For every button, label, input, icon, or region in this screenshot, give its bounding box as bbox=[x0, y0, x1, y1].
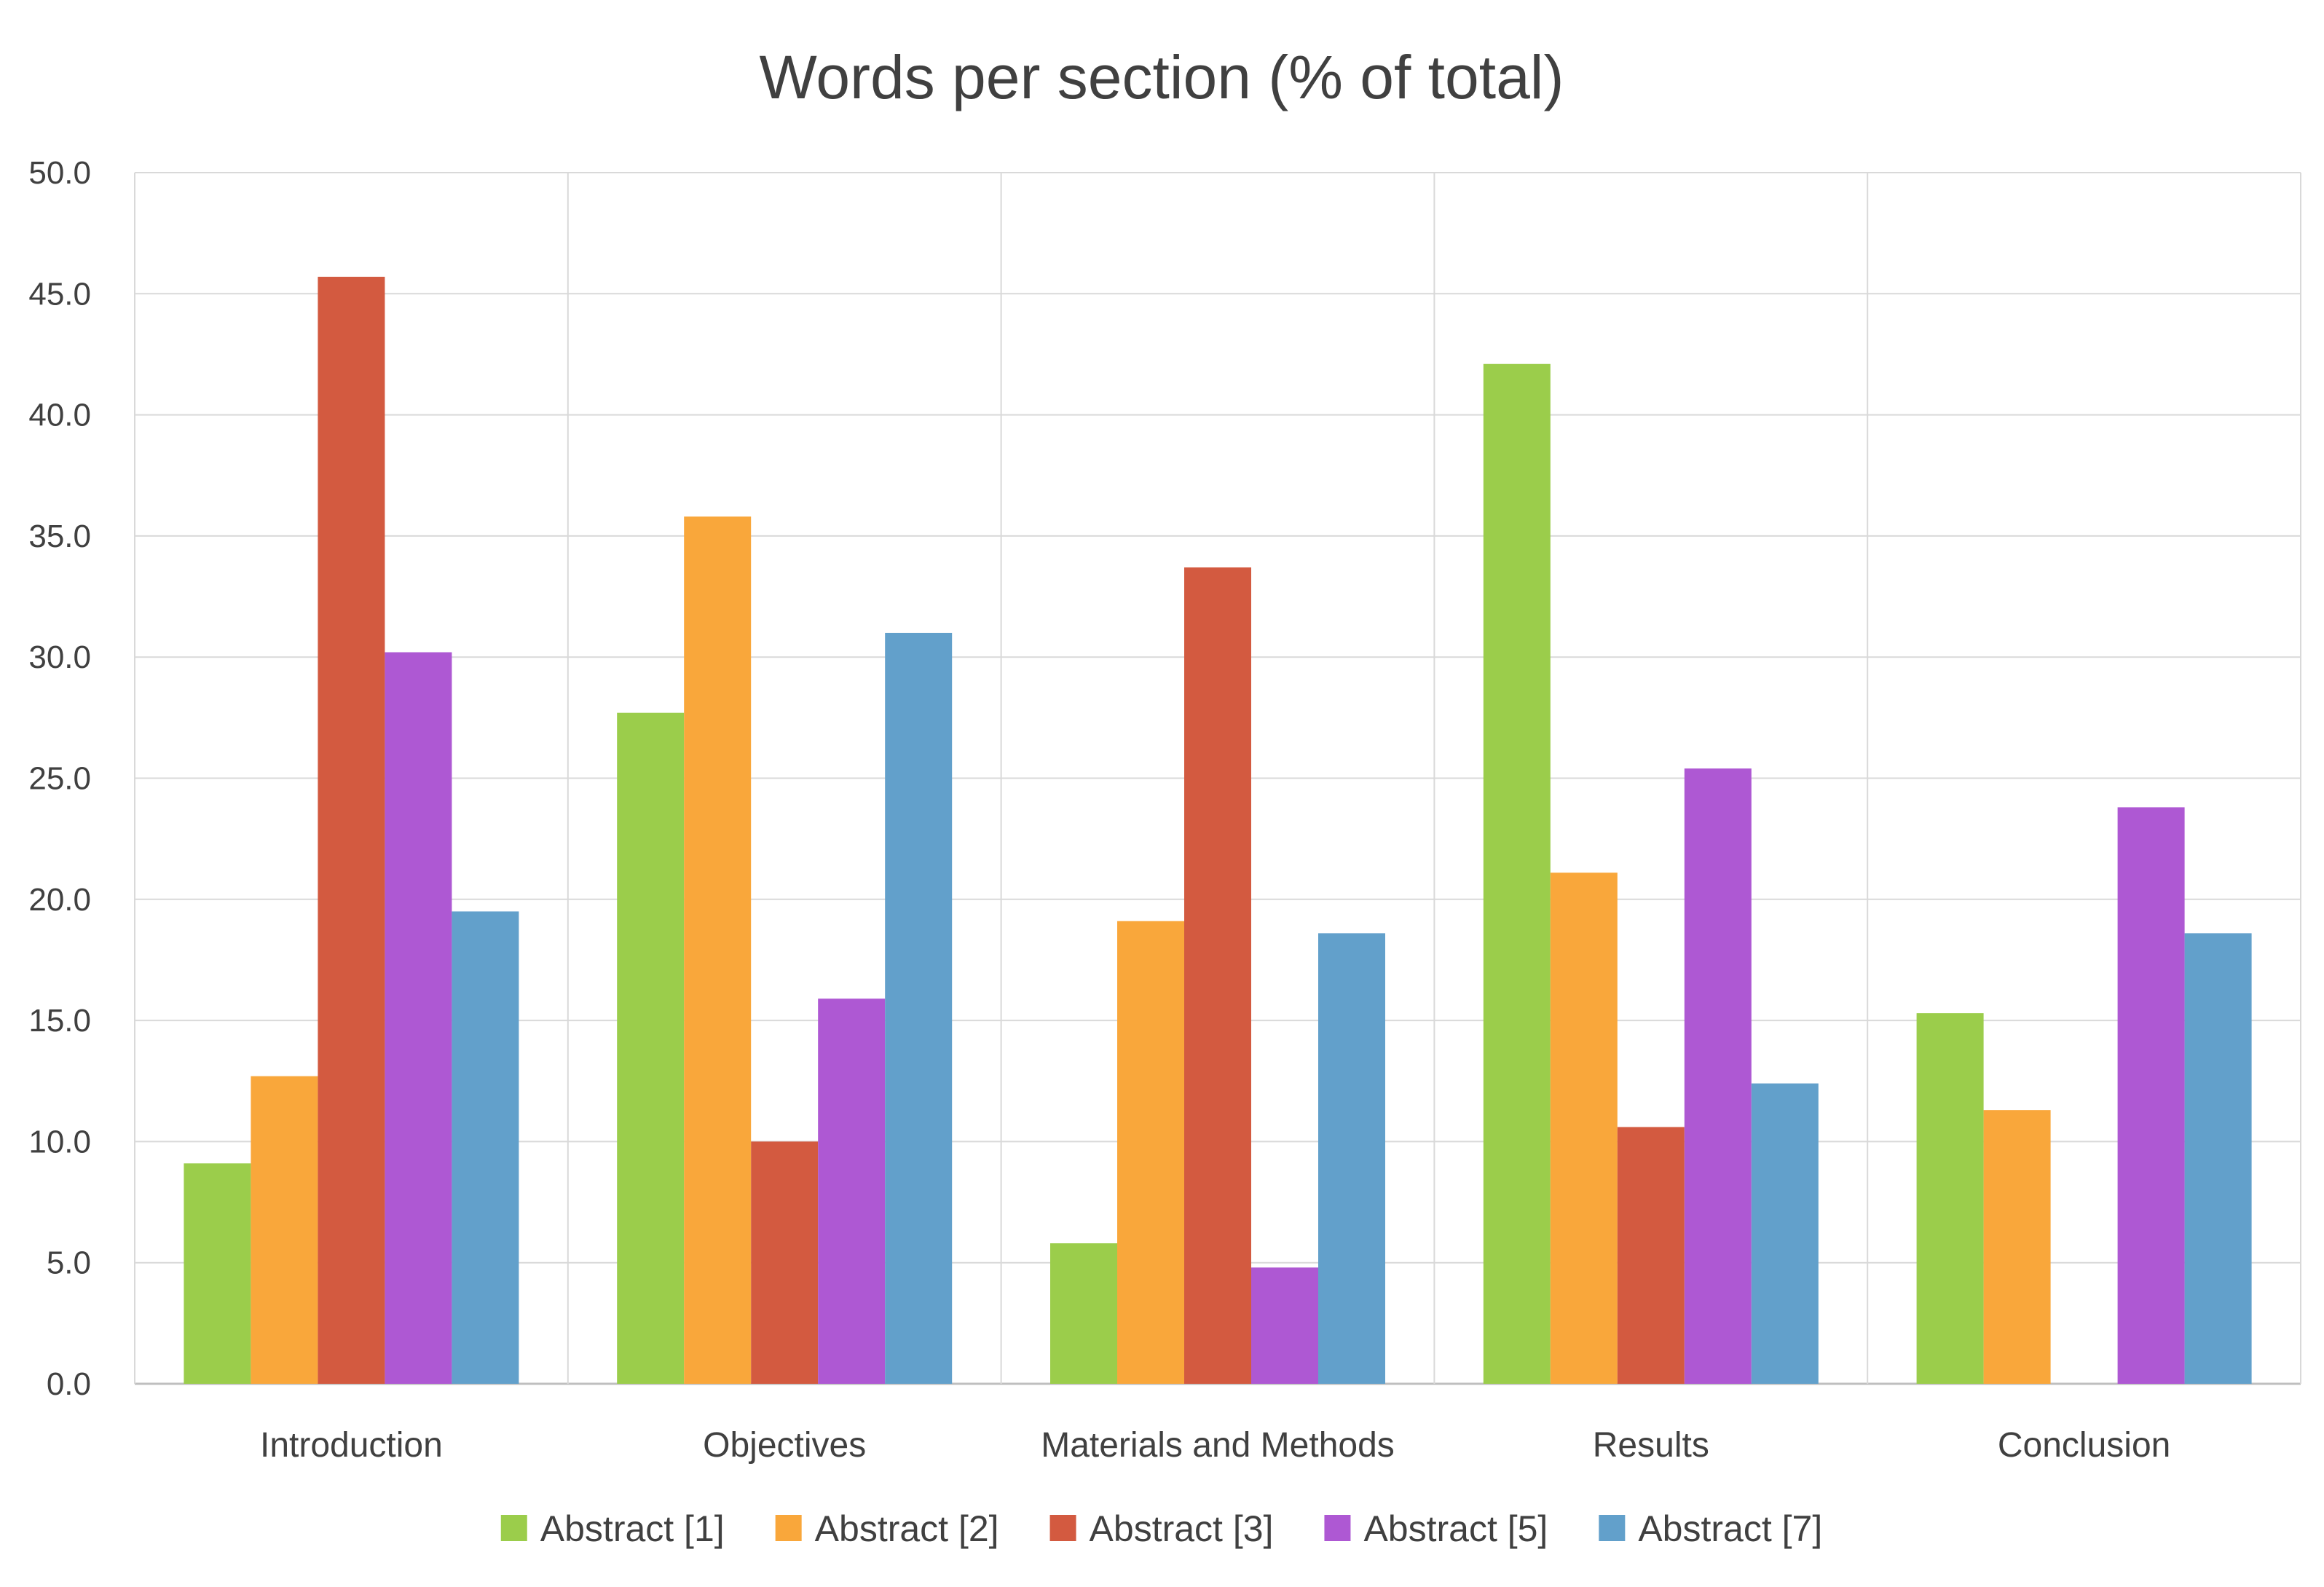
bar bbox=[751, 1141, 819, 1384]
legend-swatch bbox=[1324, 1515, 1351, 1541]
bar bbox=[1184, 567, 1251, 1385]
legend-label: Abstract [7] bbox=[1638, 1508, 1822, 1549]
y-tick-label: 5.0 bbox=[47, 1245, 91, 1281]
bar bbox=[1684, 768, 1752, 1384]
x-category-label: Conclusion bbox=[1998, 1426, 2170, 1465]
bar bbox=[1117, 921, 1184, 1384]
y-tick-label: 0.0 bbox=[47, 1366, 91, 1402]
y-tick-label: 45.0 bbox=[28, 276, 91, 312]
y-tick-label: 15.0 bbox=[28, 1003, 91, 1039]
bar bbox=[818, 999, 886, 1384]
x-category-label: Introduction bbox=[260, 1426, 443, 1465]
bar bbox=[251, 1076, 318, 1384]
bar bbox=[1617, 1127, 1685, 1384]
x-category-label: Materials and Methods bbox=[1041, 1426, 1395, 1465]
bar bbox=[617, 712, 685, 1384]
bar bbox=[1550, 873, 1618, 1384]
bar bbox=[1050, 1243, 1117, 1384]
legend-label: Abstract [2] bbox=[815, 1508, 999, 1549]
legend-swatch bbox=[1049, 1515, 1076, 1541]
y-tick-label: 50.0 bbox=[28, 155, 91, 191]
bar bbox=[184, 1163, 251, 1384]
bar bbox=[1318, 933, 1385, 1384]
legend-swatch bbox=[775, 1515, 802, 1541]
chart-title: Words per section (% of total) bbox=[760, 43, 1564, 111]
legend: Abstract [1] Abstract [2] Abstract [3] Abst… bbox=[500, 1508, 1822, 1549]
bar bbox=[2184, 933, 2252, 1384]
legend-label: Abstract [3] bbox=[1090, 1508, 1274, 1549]
bar bbox=[1751, 1083, 1819, 1384]
bars bbox=[184, 277, 2252, 1385]
y-tick-label: 10.0 bbox=[28, 1124, 91, 1159]
legend-label: Abstract [1] bbox=[540, 1508, 725, 1549]
bar bbox=[684, 516, 752, 1384]
legend-swatch bbox=[500, 1515, 527, 1541]
bar bbox=[385, 652, 452, 1384]
bar bbox=[1251, 1267, 1318, 1384]
bar bbox=[2117, 807, 2185, 1384]
y-tick-label: 40.0 bbox=[28, 398, 91, 433]
bar bbox=[452, 911, 519, 1384]
axes: 0.0 5.0 10.0 15.0 20.0 25.0 30.0 35.0 40.0 45.0 50… bbox=[28, 155, 2170, 1465]
bar bbox=[1983, 1110, 2051, 1384]
x-category-label: Objectives bbox=[703, 1426, 866, 1465]
bar bbox=[885, 632, 953, 1385]
legend-label: Abstract [5] bbox=[1363, 1508, 1548, 1549]
y-tick-label: 35.0 bbox=[28, 519, 91, 554]
bar bbox=[318, 277, 385, 1384]
y-tick-label: 25.0 bbox=[28, 761, 91, 797]
y-tick-label: 30.0 bbox=[28, 639, 91, 675]
legend-swatch bbox=[1599, 1515, 1626, 1541]
y-tick-label: 20.0 bbox=[28, 882, 91, 918]
bar bbox=[1916, 1013, 1984, 1384]
bar bbox=[1483, 363, 1551, 1384]
x-category-label: Results bbox=[1593, 1426, 1709, 1465]
